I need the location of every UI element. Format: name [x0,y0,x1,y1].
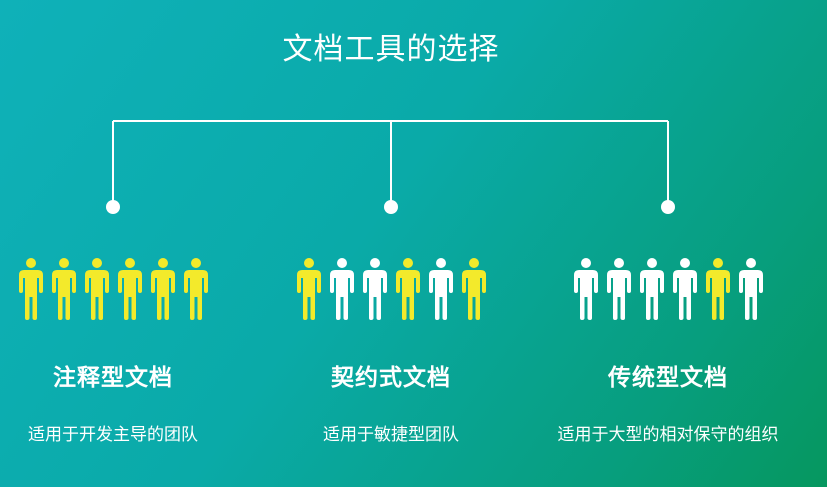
column-annotation-docs: 注释型文档 适用于开发主导的团队 [0,258,243,445]
person-icon [150,258,175,320]
column-description: 适用于大型的相对保守的组织 [557,425,779,445]
person-icon [296,258,321,320]
connector-lines [112,120,669,207]
person-icon [51,258,76,320]
person-icon [672,258,697,320]
person-icon [183,258,208,320]
column-title: 契约式文档 [331,365,451,391]
page-title: 文档工具的选择 [282,32,500,67]
person-icon [606,258,631,320]
person-icon [461,258,486,320]
column-contract-docs: 契约式文档 适用于敏捷型团队 [261,258,521,445]
person-icon [428,258,453,320]
connector-node-middle [384,200,398,214]
people-group [538,258,798,322]
column-description: 适用于开发主导的团队 [28,425,198,445]
people-group [0,258,243,322]
person-icon [738,258,763,320]
person-icon [395,258,420,320]
person-icon [362,258,387,320]
column-title: 传统型文档 [608,365,728,391]
column-title: 注释型文档 [53,365,173,391]
person-icon [329,258,354,320]
person-icon [705,258,730,320]
connector-node-right [661,200,675,214]
person-icon [639,258,664,320]
people-group [261,258,521,322]
person-icon [18,258,43,320]
column-description: 适用于敏捷型团队 [323,425,459,445]
person-icon [117,258,142,320]
person-icon [84,258,109,320]
column-traditional-docs: 传统型文档 适用于大型的相对保守的组织 [538,258,798,445]
connector-node-left [106,200,120,214]
person-icon [573,258,598,320]
